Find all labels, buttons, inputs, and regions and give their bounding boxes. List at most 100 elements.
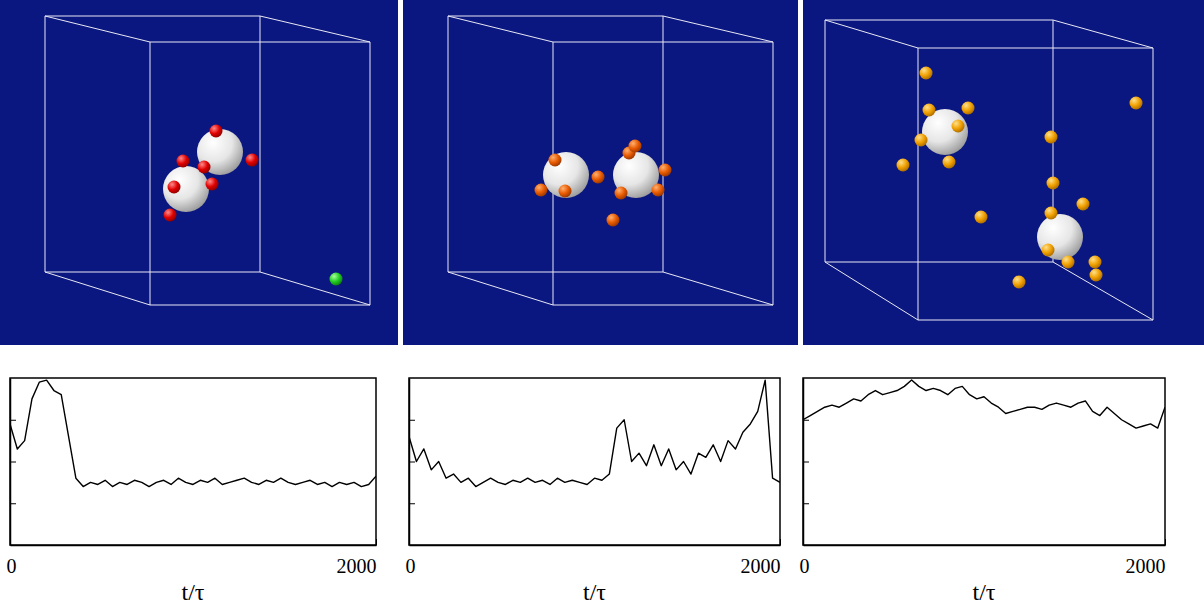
cube-edge: [663, 16, 664, 272]
x-axis-title: t/τ: [182, 579, 205, 605]
cube-edge: [825, 262, 918, 320]
x-axis: 0 2000: [7, 539, 377, 577]
y-tick: [10, 503, 16, 504]
cube-edge: [45, 16, 260, 17]
series-line: [10, 380, 376, 486]
y-tick-mark: [803, 420, 809, 421]
y-tick: [803, 420, 809, 421]
cube-edge: [825, 20, 826, 262]
cube-edge: [825, 262, 1053, 263]
cube-edge: [1053, 262, 1153, 320]
snapshot-background: [0, 0, 398, 345]
particle: [1077, 198, 1090, 211]
x-tick-label: 0: [406, 555, 416, 577]
cube-edge: [918, 320, 1153, 321]
cube-edge: [773, 42, 774, 305]
x-tick-mark: [780, 539, 781, 545]
y-tick: [10, 462, 16, 463]
x-tick: 2000: [337, 539, 377, 577]
particle: [607, 214, 620, 227]
y-tick: [803, 503, 809, 504]
y-tick-mark: [10, 503, 16, 504]
cube-edge: [553, 305, 773, 306]
cube-edge: [150, 305, 370, 306]
x-axis: 0 2000: [800, 539, 1166, 577]
particle: [559, 185, 572, 198]
cube-edge: [448, 16, 449, 272]
particle: [210, 125, 223, 138]
cube-edge: [260, 272, 370, 305]
particle: [592, 171, 605, 184]
snapshot-background: [803, 0, 1204, 345]
particle: [177, 155, 190, 168]
cube-edge: [825, 20, 1053, 21]
particle: [330, 273, 343, 286]
cube-edge: [448, 272, 553, 305]
cube-edge: [370, 42, 371, 305]
cube-edge: [918, 48, 1153, 49]
y-tick-mark: [10, 420, 16, 421]
figure: 02000t/τ02000t/τ02000t/τ: [0, 0, 1204, 608]
y-tick-mark: [409, 420, 415, 421]
cube-edge: [918, 48, 919, 320]
x-tick-label: 0: [7, 555, 17, 577]
snapshot-panel: [0, 0, 398, 345]
colloid-sphere: [543, 152, 589, 198]
colloid-sphere: [1037, 214, 1083, 260]
x-tick-label: 2000: [741, 555, 781, 577]
particle: [920, 67, 933, 80]
particle: [629, 140, 642, 153]
plot-area: [10, 380, 376, 486]
particle: [549, 154, 562, 167]
particle: [1045, 131, 1058, 144]
plot-frame: [10, 378, 376, 545]
x-tick-mark: [376, 539, 377, 545]
particle: [1089, 256, 1102, 269]
particle: [1062, 256, 1075, 269]
x-tick: 2000: [1126, 539, 1166, 577]
cube-edge: [448, 272, 663, 273]
y-tick: [803, 462, 809, 463]
y-tick-mark: [10, 462, 16, 463]
particle: [975, 211, 988, 224]
cube-edge: [150, 42, 151, 305]
y-tick: [10, 420, 16, 421]
x-axis-title: t/τ: [583, 579, 606, 605]
particle: [1042, 244, 1055, 257]
particle: [246, 154, 259, 167]
snapshot-panel: [803, 0, 1204, 345]
y-tick: [409, 420, 415, 421]
y-tick: [409, 462, 415, 463]
particle: [206, 178, 219, 191]
particle: [1045, 207, 1058, 220]
x-axis-line: [804, 545, 1166, 547]
y-axis: [10, 379, 16, 546]
particle: [952, 120, 965, 133]
particle: [1047, 177, 1060, 190]
particle: [198, 161, 211, 174]
cube-edge: [45, 16, 150, 42]
x-axis-line: [11, 545, 377, 547]
plot-frame: [409, 378, 780, 545]
x-axis: 0 2000: [406, 539, 781, 577]
particle: [1130, 97, 1143, 110]
x-tick: 0: [406, 539, 416, 577]
time-series-panel: 02000t/τ: [800, 378, 1166, 605]
plot-area: [803, 380, 1165, 428]
plot-frame: [803, 378, 1165, 545]
time-series-panel: 0 2000 t/τ: [7, 378, 377, 605]
x-tick-label: 0: [800, 555, 810, 577]
cube-edge: [45, 272, 260, 273]
x-tick-mark: [1165, 539, 1166, 545]
y-tick-mark: [409, 462, 415, 463]
x-tick: 0: [7, 539, 17, 577]
particle: [923, 104, 936, 117]
time-series-panel: 0 2000 t/τ: [406, 378, 781, 605]
cube-edge: [1153, 48, 1154, 320]
particle: [164, 209, 177, 222]
series-line: [409, 380, 780, 486]
y-tick-mark: [409, 503, 415, 504]
snapshot-background: [403, 0, 798, 345]
cube-edge: [45, 272, 150, 305]
x-tick-label: 2000: [337, 555, 377, 577]
